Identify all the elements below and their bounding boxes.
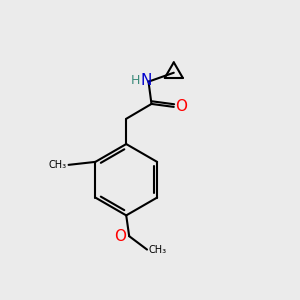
- Text: N: N: [140, 73, 152, 88]
- Text: O: O: [114, 229, 126, 244]
- Text: CH₃: CH₃: [49, 160, 67, 170]
- Text: O: O: [175, 99, 187, 114]
- Text: H: H: [130, 74, 140, 87]
- Text: CH₃: CH₃: [148, 244, 166, 255]
